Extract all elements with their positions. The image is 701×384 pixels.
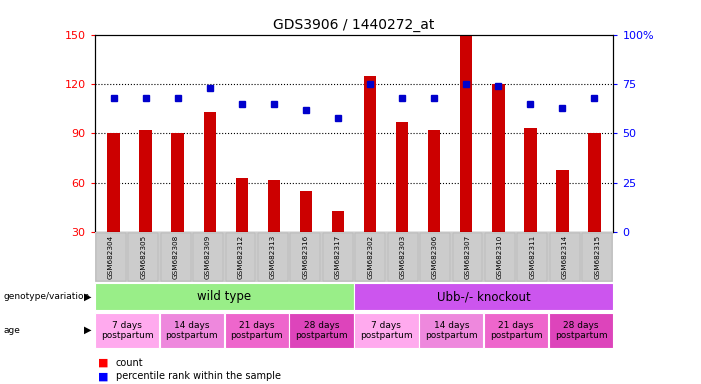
Text: percentile rank within the sample: percentile rank within the sample <box>116 371 280 381</box>
Bar <box>388 233 418 281</box>
Bar <box>485 233 515 281</box>
Bar <box>299 191 313 232</box>
Bar <box>139 130 152 232</box>
Bar <box>290 233 320 281</box>
Bar <box>587 134 601 232</box>
Text: GSM682313: GSM682313 <box>270 235 276 280</box>
Text: 14 days
postpartum: 14 days postpartum <box>425 321 477 340</box>
Text: GSM682314: GSM682314 <box>562 235 568 280</box>
Text: GSM682306: GSM682306 <box>432 235 438 280</box>
Bar <box>323 233 353 281</box>
Bar <box>161 233 191 281</box>
Text: ▶: ▶ <box>83 291 91 302</box>
Bar <box>224 313 289 348</box>
Bar <box>460 35 472 232</box>
Bar <box>364 76 376 232</box>
Bar <box>484 313 548 348</box>
Bar <box>428 130 440 232</box>
Text: GSM682304: GSM682304 <box>108 235 114 280</box>
Bar <box>517 233 547 281</box>
Text: 28 days
postpartum: 28 days postpartum <box>295 321 348 340</box>
Bar <box>96 233 125 281</box>
Text: 7 days
postpartum: 7 days postpartum <box>101 321 154 340</box>
Text: 21 days
postpartum: 21 days postpartum <box>490 321 543 340</box>
Bar <box>258 233 288 281</box>
Text: Ubb-/- knockout: Ubb-/- knockout <box>437 290 531 303</box>
Bar <box>128 233 158 281</box>
Bar <box>95 283 354 310</box>
Bar <box>549 313 613 348</box>
Text: GSM682317: GSM682317 <box>335 235 341 280</box>
Bar <box>583 233 612 281</box>
Bar <box>453 233 482 281</box>
Bar <box>419 313 484 348</box>
Text: GSM682302: GSM682302 <box>367 235 373 280</box>
Text: GSM682305: GSM682305 <box>140 235 147 280</box>
Text: 28 days
postpartum: 28 days postpartum <box>554 321 607 340</box>
Bar <box>193 233 223 281</box>
Text: 21 days
postpartum: 21 days postpartum <box>231 321 283 340</box>
Text: wild type: wild type <box>197 290 252 303</box>
Text: ■: ■ <box>98 358 109 368</box>
Text: GSM682308: GSM682308 <box>172 235 179 280</box>
Bar <box>160 313 224 348</box>
Bar <box>107 134 121 232</box>
Text: 7 days
postpartum: 7 days postpartum <box>360 321 413 340</box>
Bar <box>524 129 536 232</box>
Bar <box>95 313 159 348</box>
Bar <box>172 134 184 232</box>
Text: GSM682316: GSM682316 <box>302 235 308 280</box>
Text: GSM682309: GSM682309 <box>205 235 211 280</box>
Bar <box>290 313 354 348</box>
Bar <box>556 170 569 232</box>
Bar <box>420 233 450 281</box>
Bar <box>491 84 505 232</box>
Bar <box>226 233 255 281</box>
Bar <box>550 233 580 281</box>
Bar <box>203 112 217 232</box>
Text: GSM682307: GSM682307 <box>465 235 470 280</box>
Text: ▶: ▶ <box>83 325 91 335</box>
Text: GSM682310: GSM682310 <box>497 235 503 280</box>
Text: ■: ■ <box>98 371 109 381</box>
Text: genotype/variation: genotype/variation <box>4 292 90 301</box>
Bar <box>236 178 248 232</box>
Text: GSM682312: GSM682312 <box>238 235 243 280</box>
Bar <box>354 283 613 310</box>
Bar <box>268 180 280 232</box>
Bar <box>332 211 344 232</box>
Text: GSM682311: GSM682311 <box>529 235 536 280</box>
Bar <box>354 313 418 348</box>
Bar <box>355 233 385 281</box>
Text: count: count <box>116 358 143 368</box>
Text: age: age <box>4 326 20 335</box>
Text: 14 days
postpartum: 14 days postpartum <box>165 321 218 340</box>
Text: GSM682303: GSM682303 <box>400 235 406 280</box>
Title: GDS3906 / 1440272_at: GDS3906 / 1440272_at <box>273 18 435 32</box>
Text: GSM682315: GSM682315 <box>594 235 600 280</box>
Bar <box>395 122 409 232</box>
